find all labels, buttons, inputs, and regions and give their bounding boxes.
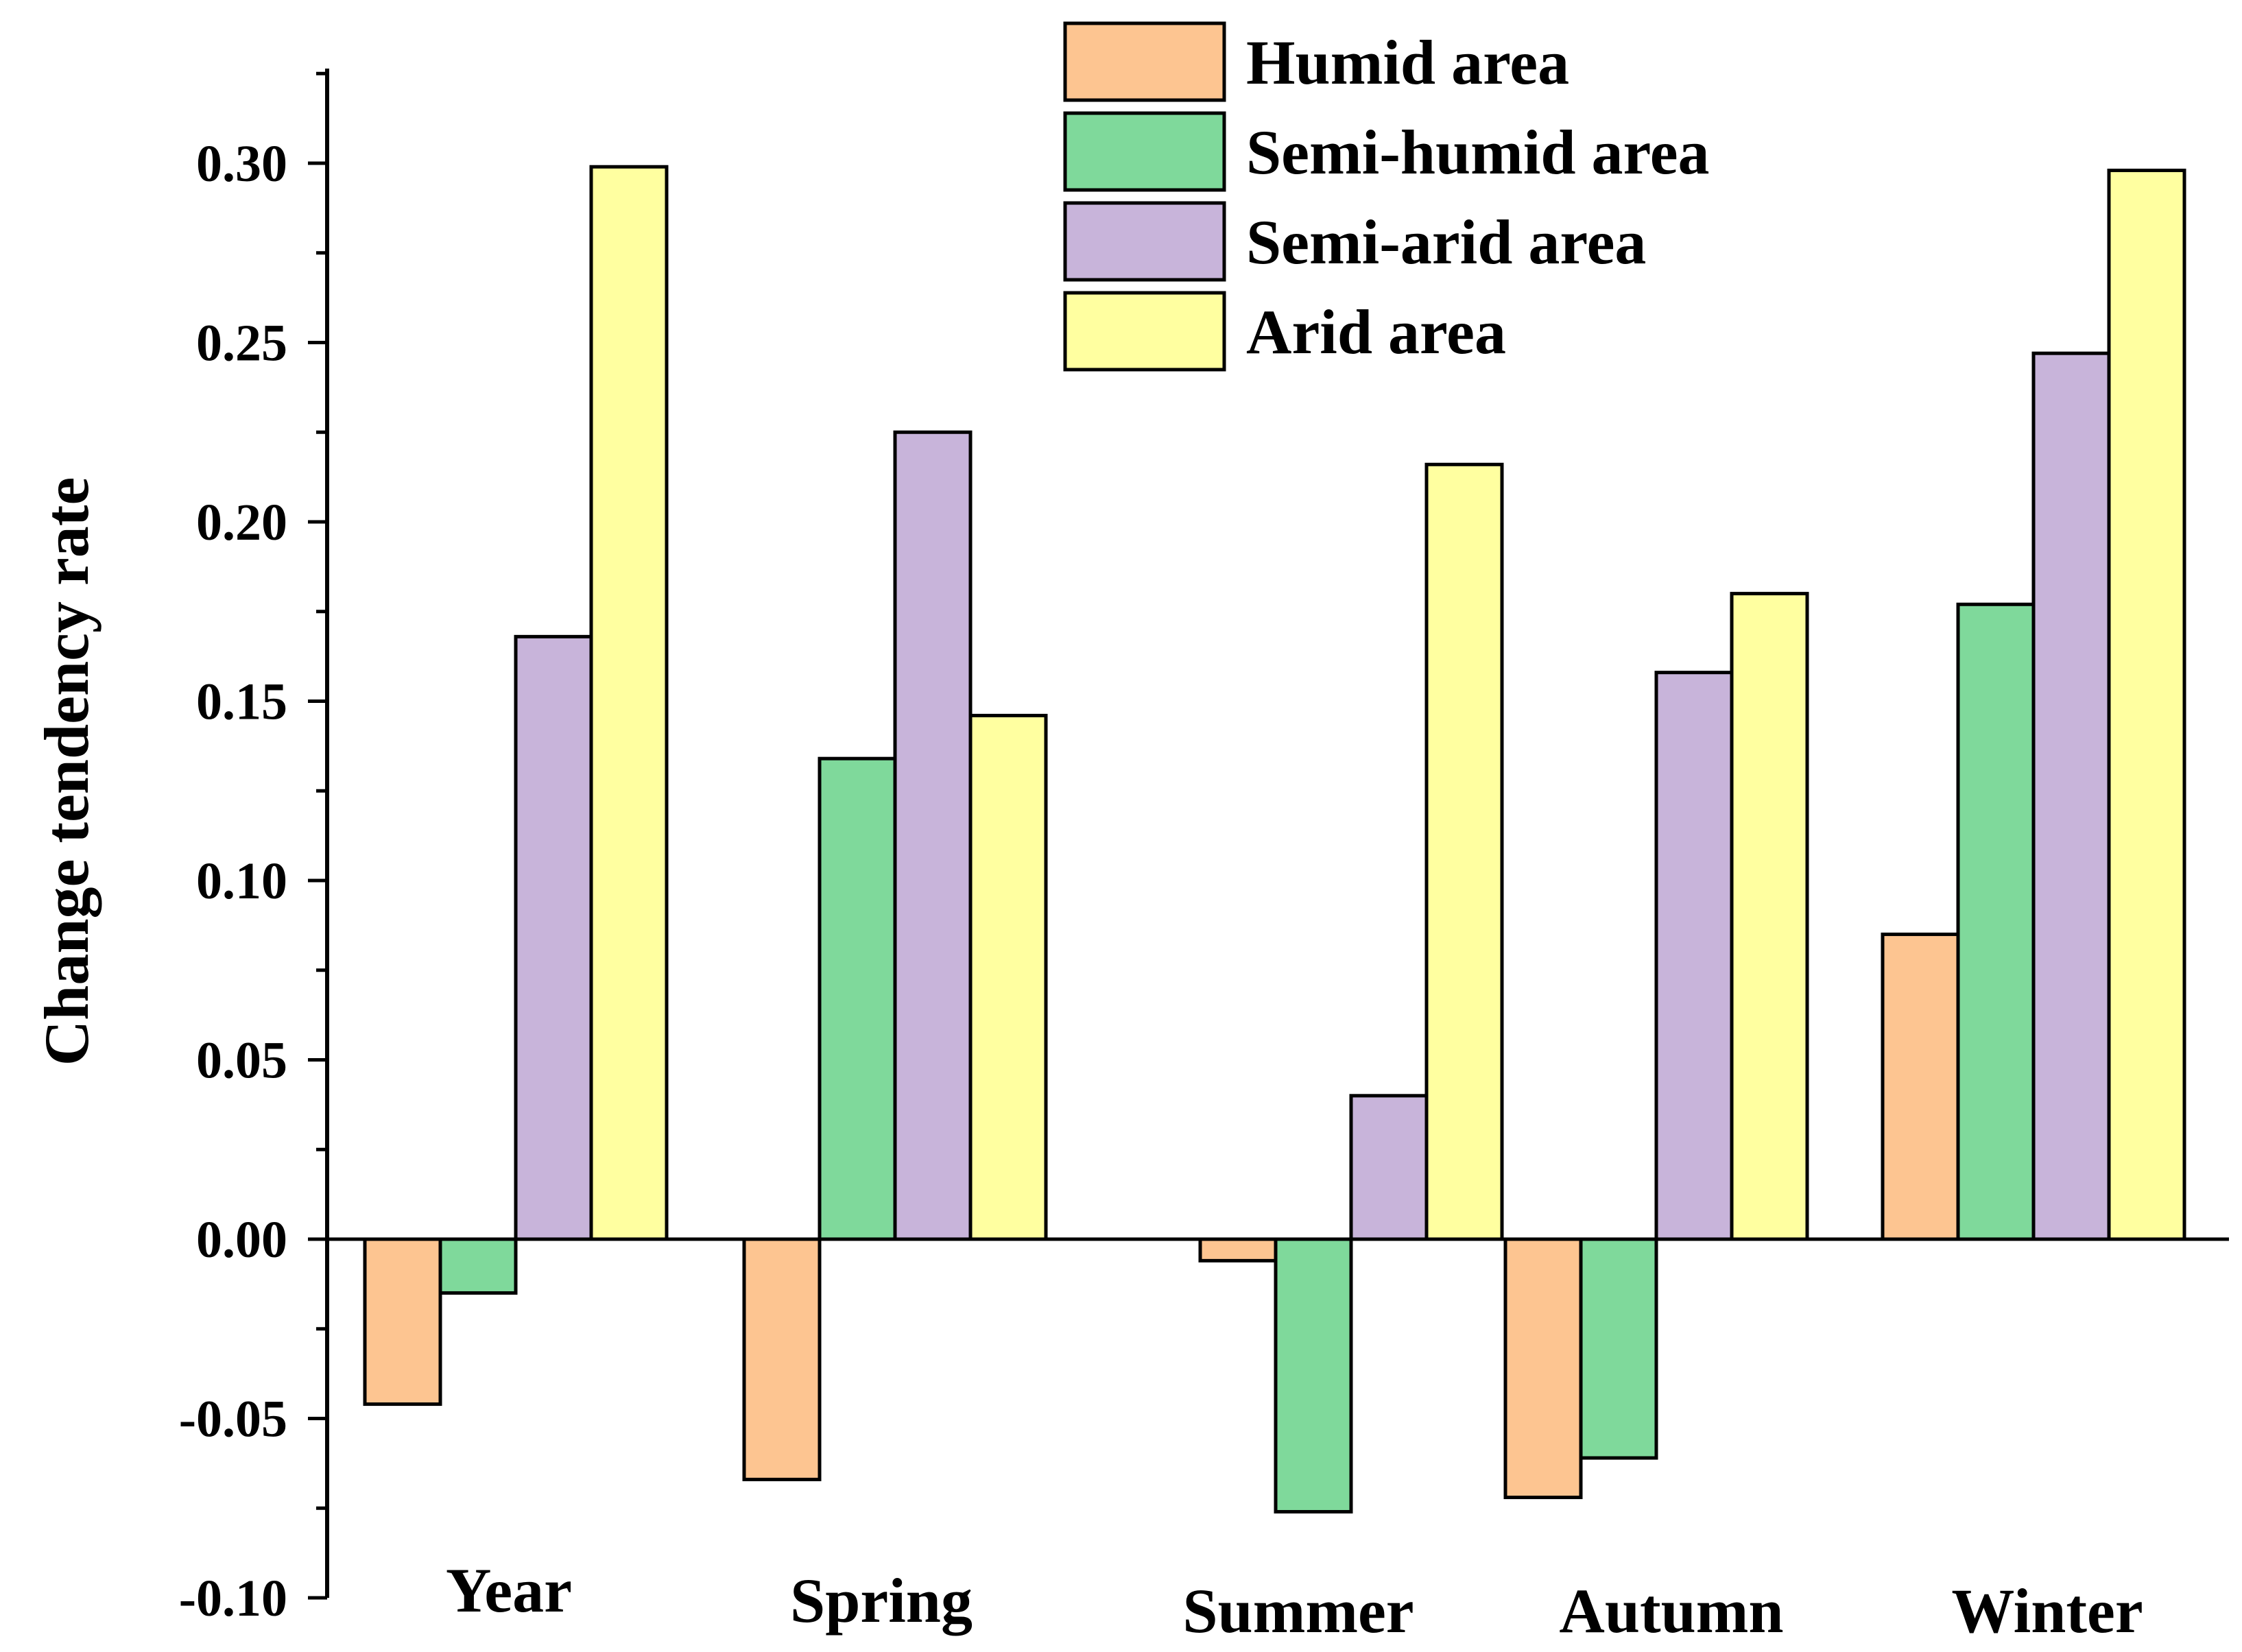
x-category-labels: Year Spring Summer Autumn Winter — [446, 1555, 2143, 1646]
x-category-label: Year — [446, 1555, 572, 1625]
y-axis-title: Change tendency rate — [32, 477, 102, 1066]
y-tick-label: 0.05 — [196, 1032, 287, 1090]
y-tick-label: 0.10 — [196, 852, 287, 910]
x-category-label: Summer — [1182, 1576, 1414, 1646]
y-tick-label: 0.30 — [196, 135, 287, 193]
bar-autumn-semi-humid-area — [1579, 1237, 1658, 1460]
legend-label: Humid area — [1246, 27, 1569, 97]
bar-autumn-humid-area — [1503, 1237, 1583, 1500]
bar-winter-semi-arid-area — [2031, 351, 2111, 1241]
bar-year-semi-humid-area — [438, 1237, 518, 1295]
bar-winter-arid-area — [2107, 168, 2186, 1241]
bar-summer-arid-area — [1424, 462, 1504, 1241]
y-tick-label: -0.05 — [179, 1391, 287, 1448]
bar-autumn-arid-area — [1730, 592, 1809, 1241]
y-tick-label: -0.10 — [179, 1570, 287, 1627]
legend-label: Semi-humid area — [1246, 117, 1710, 187]
bar-year-arid-area — [589, 165, 669, 1241]
y-axis-ticks: -0.10 -0.05 0.00 0.05 0.10 0.15 0.20 0.25 0.30 — [179, 71, 327, 1627]
bars-group — [363, 165, 2186, 1513]
bar-summer-humid-area — [1198, 1237, 1278, 1262]
x-category-label: Winter — [1951, 1576, 2143, 1646]
legend-label: Arid area — [1246, 297, 1506, 367]
bar-spring-humid-area — [742, 1237, 822, 1481]
legend-swatch — [1063, 111, 1226, 192]
bar-summer-semi-arid-area — [1349, 1094, 1429, 1241]
bar-spring-arid-area — [968, 713, 1048, 1241]
legend-swatch — [1063, 21, 1226, 102]
bar-spring-semi-humid-area — [818, 756, 897, 1241]
bar-spring-semi-arid-area — [893, 430, 973, 1241]
legend-label: Semi-arid area — [1246, 207, 1646, 277]
bar-autumn-semi-arid-area — [1654, 671, 1734, 1241]
legend: Humid area Semi-humid area Semi-arid area A… — [1063, 21, 1710, 372]
bar-winter-semi-humid-area — [1956, 602, 2036, 1241]
legend-swatch — [1063, 201, 1226, 282]
bar-year-humid-area — [363, 1237, 442, 1406]
y-tick-label: 0.15 — [196, 673, 287, 731]
legend-swatch — [1063, 291, 1226, 372]
bar-year-semi-arid-area — [514, 634, 593, 1241]
y-tick-label: 0.20 — [196, 494, 287, 551]
x-category-label: Spring — [790, 1566, 973, 1636]
x-category-label: Autumn — [1559, 1576, 1783, 1646]
bar-winter-humid-area — [1881, 932, 1960, 1241]
y-tick-label: 0.00 — [196, 1211, 287, 1269]
bar-summer-semi-humid-area — [1274, 1237, 1353, 1513]
y-tick-label: 0.25 — [196, 315, 287, 372]
